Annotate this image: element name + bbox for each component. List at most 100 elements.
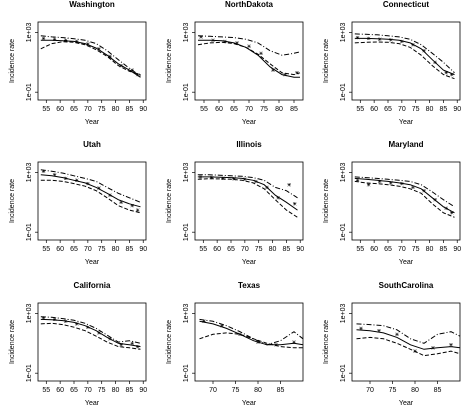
x-tick-label: 85	[434, 387, 442, 394]
y-axis-label: Incidence rate	[9, 39, 16, 83]
data-point	[355, 35, 360, 40]
series-line	[356, 336, 461, 357]
data-point	[223, 39, 227, 44]
y-axis-label: Incidence rate	[323, 39, 330, 83]
data-point	[395, 332, 399, 337]
series-line	[197, 176, 298, 211]
x-tick-label: 90	[139, 387, 147, 394]
series-line	[199, 320, 304, 346]
data-point	[413, 349, 417, 353]
plot-frame	[351, 21, 461, 101]
plot-frame	[37, 21, 147, 101]
y-tick-label: 1e+03	[340, 163, 347, 183]
series-line	[40, 169, 141, 203]
x-tick-label: 70	[366, 387, 374, 394]
x-tick-label: 60	[370, 106, 378, 113]
data-point	[247, 44, 251, 48]
y-tick-label: 1e+03	[183, 163, 190, 183]
x-tick-label: 55	[42, 106, 50, 113]
x-tick-label: 85	[125, 387, 133, 394]
data-point	[199, 35, 203, 39]
data-point	[130, 341, 134, 346]
y-tick-label: 1e+03	[26, 163, 33, 183]
data-point	[52, 317, 57, 322]
x-axis-label: Year	[85, 259, 100, 266]
data-point	[220, 176, 225, 181]
series-line	[40, 179, 141, 214]
x-tick-label: 75	[389, 387, 397, 394]
y-tick-label: 1e-01	[26, 223, 33, 241]
series-line	[197, 35, 301, 56]
series-line	[40, 35, 141, 77]
x-tick-label: 80	[112, 246, 120, 253]
x-tick-label: 65	[384, 246, 392, 253]
x-tick-label: 80	[112, 106, 120, 113]
chart-title: Texas	[238, 281, 261, 290]
x-axis-label: Year	[242, 259, 257, 266]
y-tick-label: 1e+03	[183, 304, 190, 324]
data-point	[449, 210, 454, 215]
x-tick-label: 65	[70, 246, 78, 253]
data-point	[444, 206, 448, 211]
chart-title: Illinois	[236, 140, 262, 149]
series-line	[40, 316, 141, 344]
data-point	[135, 344, 140, 349]
x-axis-label: Year	[242, 119, 257, 126]
data-point	[292, 340, 296, 344]
y-axis-label: Incidence rate	[166, 39, 173, 83]
data-point	[254, 179, 258, 184]
x-tick-label: 55	[356, 106, 364, 113]
x-tick-label: 60	[213, 246, 221, 253]
data-point	[220, 323, 224, 328]
data-point	[63, 176, 68, 181]
x-tick-label: 55	[356, 246, 364, 253]
plot-frame	[351, 161, 461, 241]
chart-title: SouthCarolina	[379, 281, 434, 290]
data-point	[238, 332, 242, 337]
data-point	[63, 38, 68, 43]
data-point	[52, 172, 57, 177]
y-tick-label: 1e+03	[340, 23, 347, 43]
x-tick-label: 75	[98, 387, 106, 394]
data-point	[411, 185, 415, 190]
x-axis-label: Year	[399, 119, 414, 126]
data-point	[295, 70, 299, 75]
series-line	[354, 180, 455, 218]
data-point	[74, 178, 79, 183]
y-axis-label: Incidence rate	[166, 179, 173, 223]
data-point	[433, 60, 437, 65]
data-point	[130, 68, 134, 72]
series-line	[354, 37, 455, 76]
data-point	[41, 36, 46, 41]
data-point	[433, 197, 437, 202]
data-point	[209, 175, 214, 180]
data-point	[359, 326, 363, 331]
x-tick-label: 55	[199, 246, 207, 253]
x-tick-label: 75	[98, 246, 106, 253]
x-tick-label: 85	[290, 106, 298, 113]
x-tick-label: 55	[42, 246, 50, 253]
series-line	[40, 322, 141, 350]
series-line	[354, 177, 455, 214]
x-tick-label: 85	[277, 387, 285, 394]
data-point	[41, 316, 46, 320]
data-point	[52, 37, 57, 42]
x-axis-label: Year	[242, 400, 257, 407]
series-line	[197, 178, 298, 218]
x-tick-label: 80	[275, 106, 283, 113]
x-tick-label: 75	[260, 106, 268, 113]
data-point	[97, 47, 101, 51]
series-line	[354, 33, 455, 74]
series-line	[356, 329, 461, 350]
data-point	[63, 319, 68, 324]
series-line	[40, 318, 141, 348]
data-point	[135, 208, 140, 212]
data-point	[366, 182, 371, 187]
series-line	[197, 41, 301, 76]
data-point	[74, 322, 79, 326]
data-point	[108, 193, 112, 197]
chart-title: NorthDakota	[225, 0, 274, 9]
data-point	[274, 342, 278, 347]
x-tick-label: 85	[282, 246, 290, 253]
chart-title: Utah	[83, 140, 101, 149]
